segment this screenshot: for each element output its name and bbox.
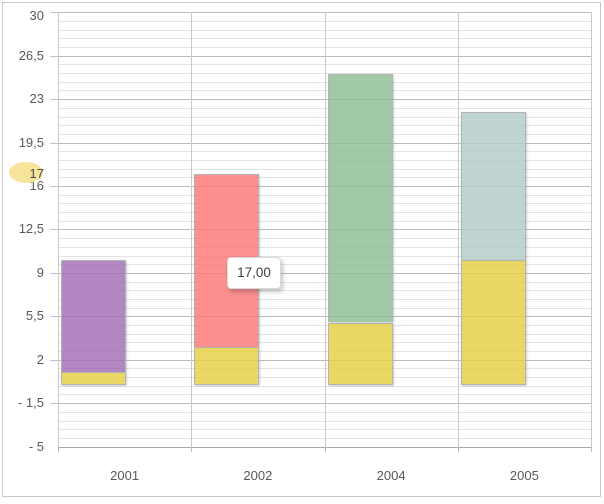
y-axis-label: 19,5 (18, 134, 44, 150)
y-axis-tick (50, 229, 58, 231)
y-axis-label: 26,5 (18, 47, 44, 63)
bar-segment-bottom-2002[interactable] (194, 347, 260, 385)
x-axis-label: 2005 (509, 468, 539, 483)
bar-segment-bottom-2001[interactable] (61, 372, 126, 385)
y-axis-tick (50, 359, 58, 361)
x-axis-tick (457, 446, 459, 452)
gridline-vertical (58, 12, 59, 447)
x-axis-label: 2001 (110, 468, 140, 483)
x-axis-label: 2004 (376, 468, 406, 483)
y-axis-label: 2 (36, 351, 44, 367)
bar-segment-top-2004[interactable] (327, 74, 393, 323)
y-axis-tick (50, 142, 58, 144)
y-axis-label: - 1,5 (17, 395, 44, 411)
x-axis-tick (591, 446, 592, 452)
y-axis-label: 23 (29, 91, 44, 107)
gridline-vertical (591, 12, 592, 447)
y-axis-tick (50, 272, 58, 274)
y-axis-label: 5,5 (25, 308, 44, 324)
y-axis-label: 9 (36, 264, 44, 280)
x-axis-tick (324, 446, 326, 452)
bar-segment-top-2005[interactable] (460, 111, 526, 261)
gridline-vertical (324, 12, 326, 447)
bar-segment-top-2001[interactable] (61, 260, 126, 373)
y-axis-tick (50, 99, 58, 101)
axis-highlight-label: 17 (29, 166, 44, 181)
y-axis-tick (50, 12, 58, 14)
gridline-vertical (191, 12, 193, 447)
axis-highlight-ellipse (9, 162, 43, 183)
y-axis-label: 30 (29, 8, 44, 24)
gridline-vertical (457, 12, 459, 447)
x-axis-tick (58, 446, 59, 452)
y-axis-tick (50, 55, 58, 57)
bar-segment-bottom-2005[interactable] (460, 260, 526, 385)
y-axis-tick (50, 403, 58, 405)
y-axis-tick (50, 186, 58, 188)
x-axis-label: 2002 (243, 468, 273, 483)
y-axis-tick (50, 316, 58, 318)
bar-segment-bottom-2004[interactable] (327, 322, 393, 385)
y-axis-label: 12,5 (18, 221, 44, 237)
y-axis-label: - 5 (28, 438, 44, 454)
value-tooltip: 17,00 (227, 257, 281, 289)
x-axis-tick (191, 446, 193, 452)
